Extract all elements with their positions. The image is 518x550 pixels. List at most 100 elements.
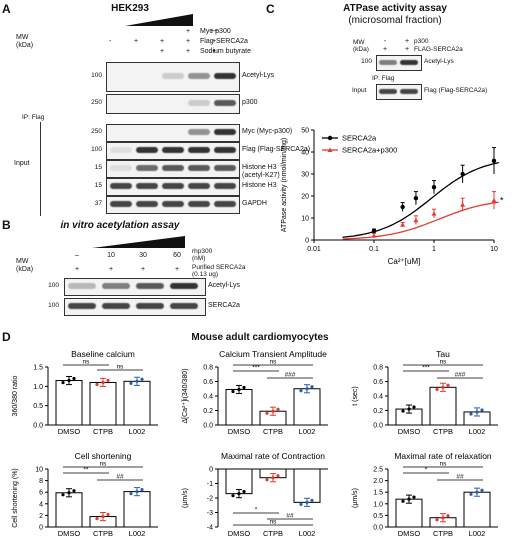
y-tick-label: 1.5 xyxy=(373,490,383,497)
significance-text: ** xyxy=(83,467,89,474)
band xyxy=(188,100,210,106)
data-point xyxy=(446,383,450,387)
data-point xyxy=(435,387,439,391)
blot-label: Histone H3 xyxy=(242,182,277,189)
blot-strip xyxy=(106,94,240,114)
category-label: DMSO xyxy=(398,427,421,436)
band xyxy=(188,183,210,189)
x-tick-label: 1 xyxy=(432,246,436,253)
band xyxy=(110,201,132,207)
band xyxy=(400,60,418,65)
y-axis-label: Δ[Ca²⁺]i(340/380) xyxy=(182,368,189,423)
condition-symbol: + xyxy=(159,48,165,55)
y-tick-label: 0.2 xyxy=(203,408,213,415)
rhp300-value: 60 xyxy=(173,252,181,259)
condition-label-c: FLAG-SERCA2a xyxy=(414,46,463,53)
significance-text: ## xyxy=(286,513,294,520)
y-axis-label: ATPase activity (nmol/min/mg) xyxy=(281,138,288,232)
band xyxy=(136,303,164,309)
y-tick-label: 8 xyxy=(39,478,43,485)
y-tick-label: 30 xyxy=(301,172,309,179)
data-point xyxy=(276,474,280,478)
data-point xyxy=(271,409,275,413)
data-point xyxy=(407,497,411,501)
significance-text: ns xyxy=(83,359,91,366)
band xyxy=(214,100,236,106)
data-point xyxy=(371,229,377,234)
category-label: CTPB xyxy=(93,529,113,538)
y-tick-label: 0.6 xyxy=(203,379,213,386)
data-point xyxy=(67,378,71,383)
series-curve xyxy=(342,201,499,240)
legend-label: SERCA2a+p300 xyxy=(342,146,397,155)
data-point xyxy=(101,514,105,519)
data-point xyxy=(305,387,309,391)
y-tick-label: -2 xyxy=(207,496,213,503)
data-point xyxy=(265,478,269,482)
bar xyxy=(89,381,117,426)
data-point xyxy=(242,385,246,390)
significance-text: ## xyxy=(116,474,124,481)
bar xyxy=(395,498,423,528)
y-axis-label: t (sec) xyxy=(352,386,359,405)
rhp300-value: 10 xyxy=(107,252,115,259)
data-point xyxy=(491,158,497,163)
blot-label-b: Acetyl-Lys xyxy=(208,282,241,289)
purified-symbol: + xyxy=(174,266,180,273)
category-label: CTPB xyxy=(93,427,113,436)
mw-label-c: MW (kDa) xyxy=(353,39,369,53)
legend-label: SERCA2a xyxy=(342,134,377,143)
data-point xyxy=(480,408,484,412)
data-point xyxy=(140,487,144,492)
band xyxy=(170,283,198,289)
data-point xyxy=(401,409,405,413)
band xyxy=(188,165,210,171)
panel-a-letter: A xyxy=(2,2,11,16)
data-point xyxy=(231,389,235,394)
panel-c-subtitle: (microsomal fraction) xyxy=(348,15,442,26)
y-tick-label: 0.5 xyxy=(373,513,383,520)
blot-label-b: SERCA2a xyxy=(208,302,240,309)
data-point xyxy=(237,387,241,392)
category-label: CTPB xyxy=(263,427,283,436)
bar xyxy=(463,491,491,528)
mw-marker: 37 xyxy=(94,200,102,207)
panel-d-letter: D xyxy=(2,330,11,344)
y-tick-label: 0.8 xyxy=(373,365,383,372)
band xyxy=(379,89,397,94)
y-tick-label: 0.0 xyxy=(33,423,43,430)
blot-strip-c xyxy=(376,55,422,71)
y-tick-label: 0.4 xyxy=(373,394,383,401)
bar xyxy=(293,388,321,426)
category-label: L002 xyxy=(469,427,486,436)
band xyxy=(214,147,236,153)
condition-symbol: + xyxy=(185,28,191,35)
band xyxy=(136,183,158,189)
band xyxy=(214,201,236,207)
bar xyxy=(293,468,321,503)
data-point xyxy=(431,211,437,216)
band xyxy=(136,201,158,207)
bar-chart-4: Maximal rate of Contraction 0 -1 -2 -3 -4 (μm/… xyxy=(182,451,328,538)
blot-strip-c xyxy=(376,84,422,100)
band xyxy=(214,73,236,79)
legend-marker xyxy=(327,135,333,141)
condition-symbol: + xyxy=(211,48,217,55)
category-label: L002 xyxy=(469,529,486,538)
condition-label-c: p300 xyxy=(414,38,429,45)
bar xyxy=(55,492,83,528)
mw-marker-c: 100 xyxy=(361,58,372,65)
y-axis-label: 360/380 ratio xyxy=(12,375,19,416)
data-point xyxy=(491,197,497,203)
condition-symbol: + xyxy=(159,38,165,45)
blot-strip-b xyxy=(64,298,206,316)
data-point xyxy=(441,516,445,520)
ip-label-c: IP: Flag xyxy=(372,75,395,82)
dosage-triangle xyxy=(125,14,193,26)
bar-chart-1: Calcium Transient Amplitude 0.0 0.2 0.4 0.6 0… xyxy=(182,349,328,436)
blot-strip xyxy=(106,124,240,142)
y-tick-label: 4 xyxy=(39,501,43,508)
significance-text: *** xyxy=(252,365,260,372)
significance-text: ns xyxy=(100,461,108,468)
condition-symbol-c: - xyxy=(383,38,387,45)
